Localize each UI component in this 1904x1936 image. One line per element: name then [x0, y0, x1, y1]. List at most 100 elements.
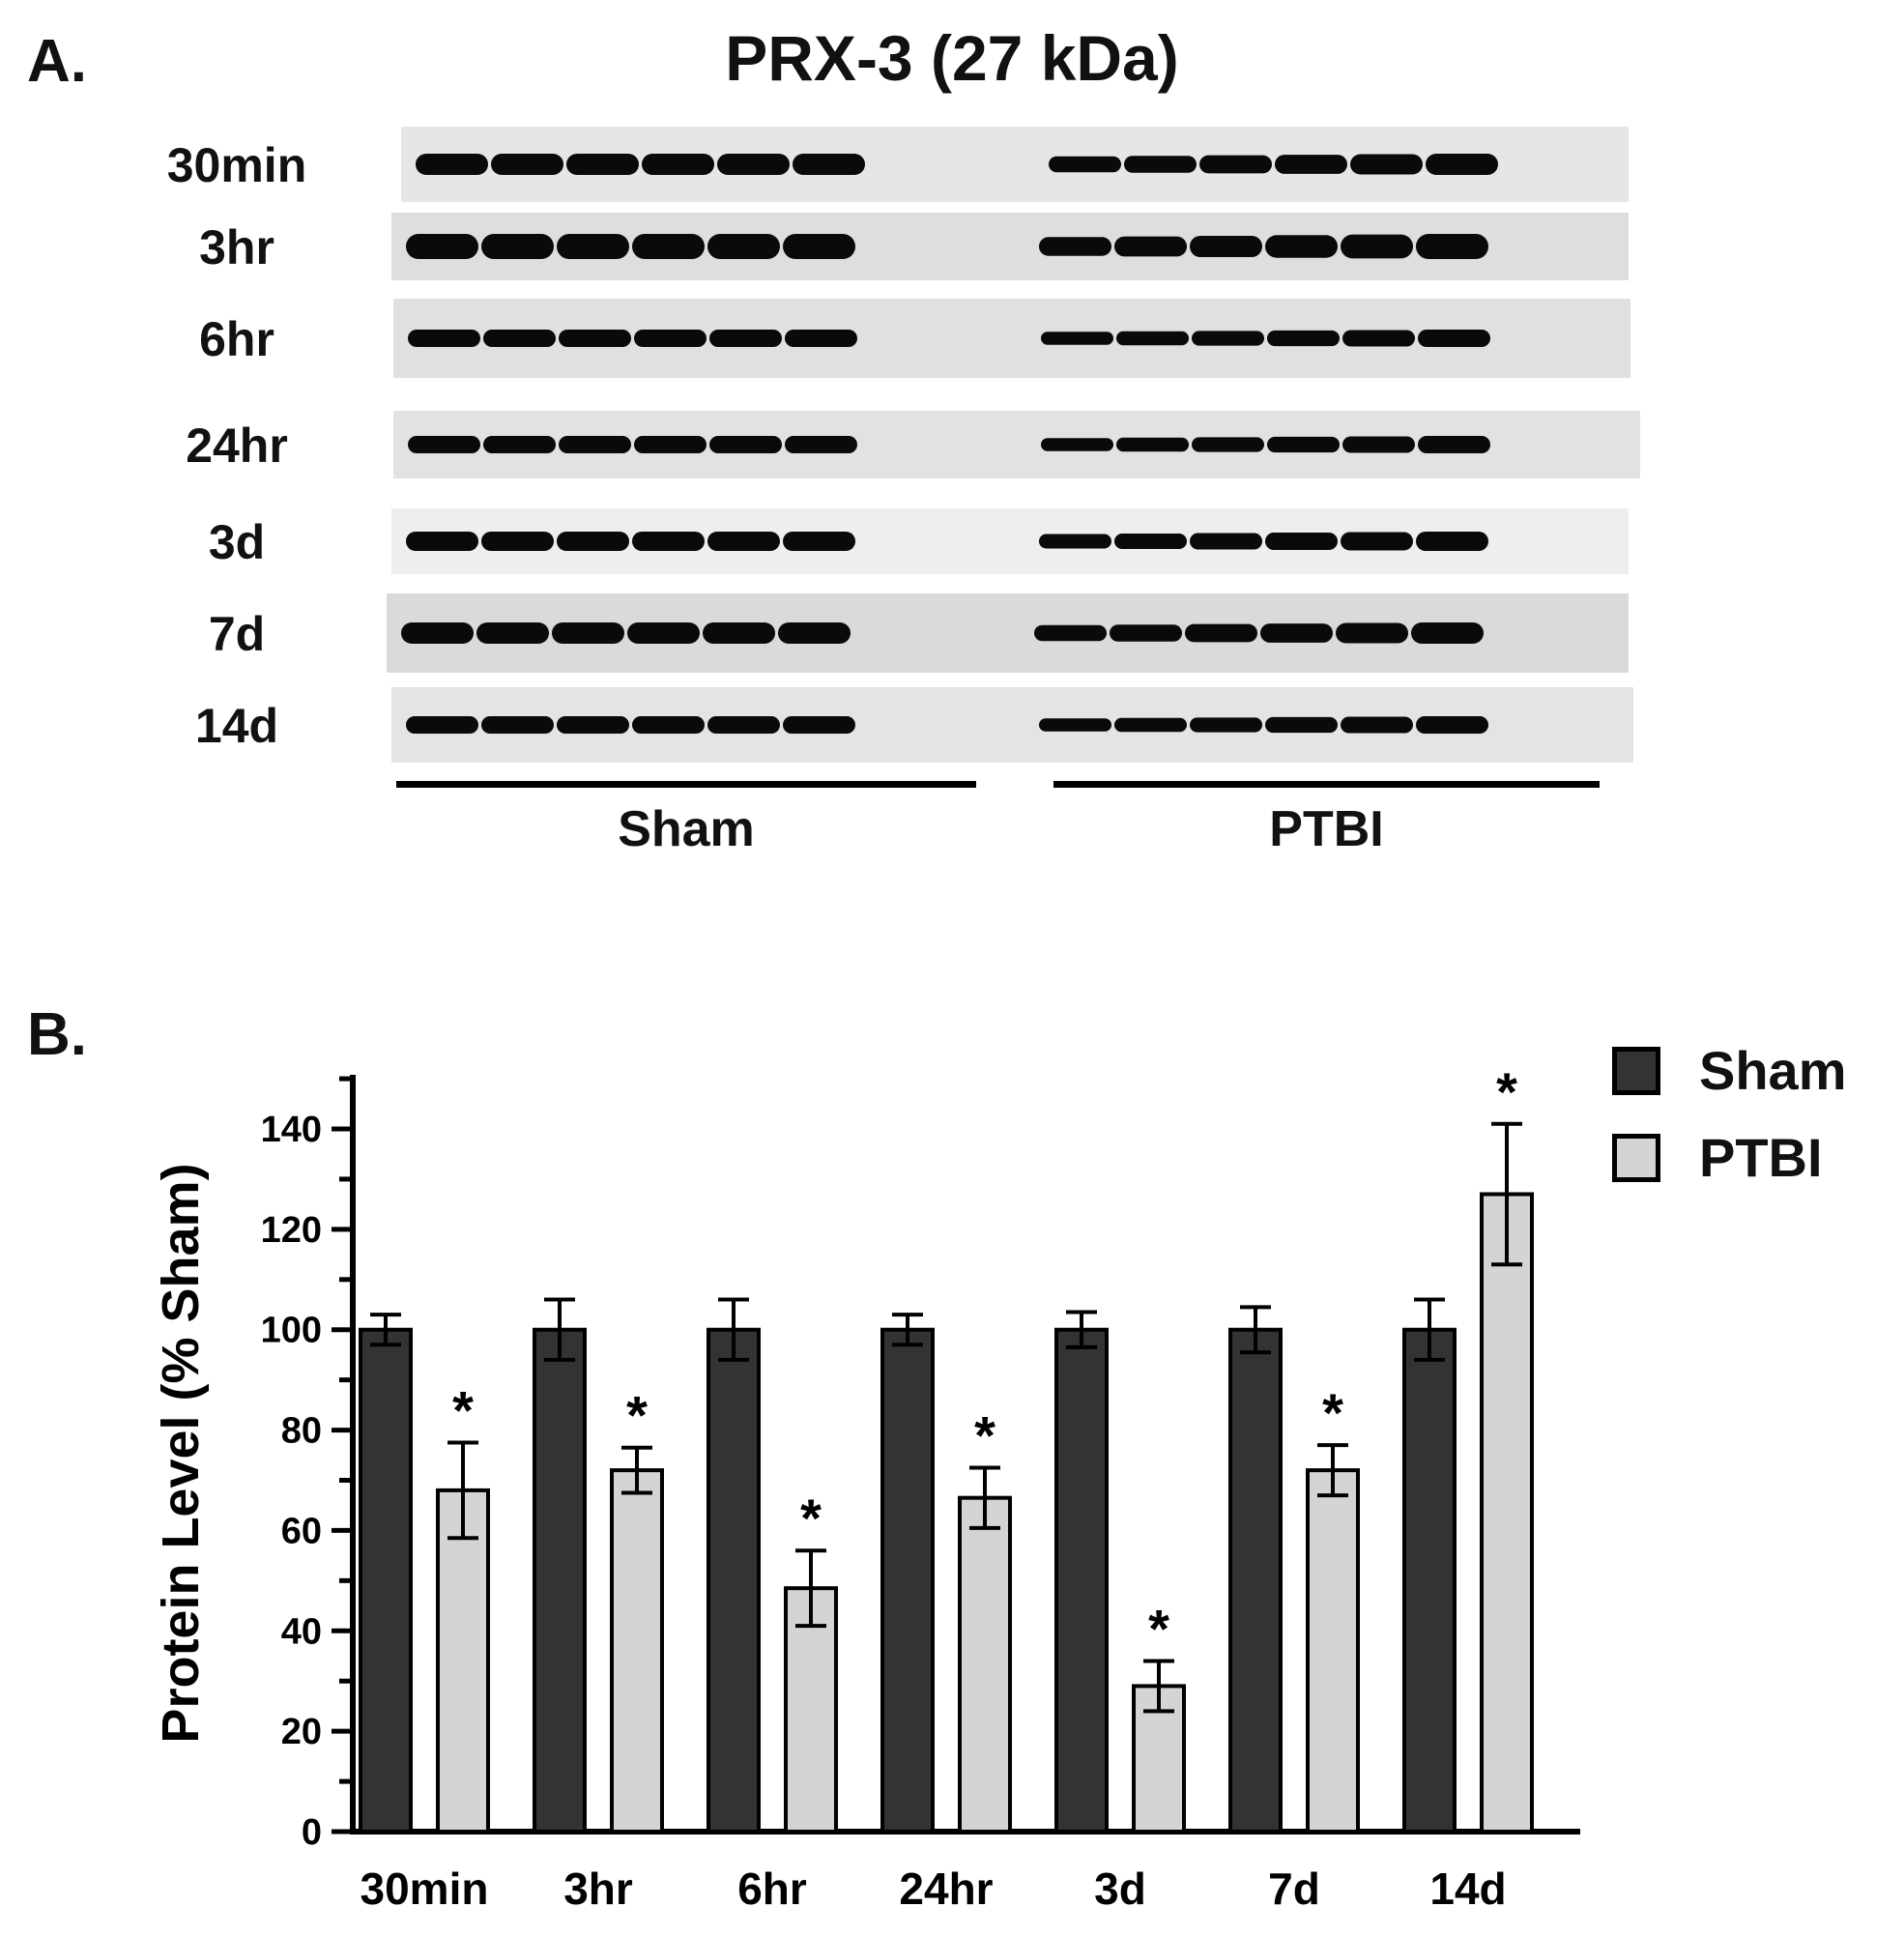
significance-marker: *: [800, 1488, 822, 1548]
blot-band: [1426, 154, 1498, 175]
significance-marker: *: [1322, 1382, 1343, 1443]
legend-label-sham: Sham: [1699, 1040, 1847, 1101]
blot-band: [1114, 717, 1187, 733]
blot-band: [1199, 155, 1272, 174]
blot-band: [491, 154, 563, 175]
blot-band: [707, 532, 780, 551]
panel-a-label: A.: [27, 28, 87, 95]
blot-band: [557, 234, 629, 259]
x-tick-label: 14d: [1429, 1864, 1506, 1914]
bar-sham-3hr: [533, 1327, 587, 1834]
blot-band: [559, 436, 631, 453]
blot-band: [1267, 436, 1340, 453]
y-tick-label: 40: [281, 1611, 322, 1652]
blot-band: [1124, 156, 1197, 173]
legend-label-ptbi: PTBI: [1699, 1127, 1823, 1188]
blot-band: [1342, 330, 1415, 347]
blot-band: [1041, 332, 1113, 345]
blot-strip-30min: [401, 127, 1629, 202]
blot-band: [1416, 716, 1488, 734]
y-tick-label: 100: [261, 1311, 322, 1351]
blot-band: [1265, 533, 1338, 550]
bar-sham-30min: [359, 1327, 413, 1834]
blot-row-label-3d: 3d: [208, 515, 266, 569]
panel-b-label: B.: [27, 1001, 87, 1068]
blot-band: [778, 622, 851, 644]
bar-sham-3d: [1054, 1327, 1109, 1834]
blot-band: [1034, 624, 1107, 642]
blot-band: [707, 716, 780, 734]
y-tick-label: 60: [281, 1511, 322, 1551]
x-tick-label: 3d: [1094, 1864, 1146, 1914]
blot-strip-3hr: [391, 213, 1629, 280]
blot-band: [408, 330, 480, 347]
blot-band: [1190, 533, 1262, 550]
bar-ptbi-3hr: [610, 1468, 664, 1834]
blot-band: [703, 622, 775, 644]
blot-band: [1192, 437, 1264, 452]
blot-strip-24hr: [393, 411, 1640, 478]
x-tick-label: 24hr: [899, 1864, 993, 1914]
blot-band: [483, 330, 556, 347]
blot-band: [1114, 534, 1187, 549]
bar-ptbi-14d: [1480, 1192, 1534, 1834]
x-tick-label: 7d: [1268, 1864, 1320, 1914]
blot-row-label-7d: 7d: [208, 607, 266, 661]
blot-band: [1039, 718, 1111, 732]
blot-band: [1116, 331, 1189, 346]
blot-band: [481, 716, 554, 734]
blot-band: [416, 154, 488, 175]
blot-band: [557, 532, 629, 551]
blot-band: [557, 716, 629, 734]
blot-band: [1341, 532, 1413, 551]
bar-sham-6hr: [707, 1327, 761, 1834]
blot-band: [1418, 436, 1490, 453]
sham-group-line: [396, 781, 976, 788]
bar-ptbi-24hr: [958, 1495, 1012, 1834]
blot-band: [1265, 235, 1338, 258]
blot-band: [1192, 331, 1264, 346]
bar-ptbi-7d: [1306, 1468, 1360, 1834]
blot-band: [783, 532, 855, 551]
blot-row-label-3hr: 3hr: [199, 220, 274, 275]
blot-band: [406, 716, 478, 734]
blot-band: [634, 436, 707, 453]
blot-band: [1110, 624, 1182, 642]
blot-band: [1039, 534, 1111, 549]
blot-band: [1336, 622, 1408, 644]
blot-band: [627, 622, 700, 644]
blot-strip-7d: [387, 593, 1629, 673]
bar-sham-7d: [1228, 1327, 1283, 1834]
y-tick-label: 0: [302, 1812, 322, 1853]
blot-band: [632, 532, 705, 551]
blot-band: [408, 436, 480, 453]
ptbi-group-line: [1053, 781, 1600, 788]
blot-band: [632, 716, 705, 734]
x-tick-label: 30min: [361, 1864, 489, 1914]
x-tick-label: 6hr: [737, 1864, 807, 1914]
blot-band: [709, 330, 782, 347]
sham-group-label: Sham: [618, 801, 755, 857]
blot-band: [717, 154, 790, 175]
blot-band: [552, 622, 624, 644]
blot-band: [642, 154, 714, 175]
legend-swatch-ptbi: [1612, 1133, 1660, 1182]
blot-band: [709, 436, 782, 453]
blot-band: [1185, 623, 1257, 643]
blot-band: [401, 622, 474, 644]
blot-band: [1267, 330, 1340, 347]
blot-band: [1260, 623, 1333, 643]
blot-strip-14d: [391, 687, 1633, 763]
blot-band: [785, 436, 857, 453]
blot-row-label-30min: 30min: [166, 138, 307, 192]
blot-band: [483, 436, 556, 453]
significance-marker: *: [1148, 1598, 1169, 1659]
blot-band: [785, 330, 857, 347]
blot-band: [481, 234, 554, 259]
significance-marker: *: [1496, 1061, 1517, 1122]
blot-band: [406, 234, 478, 259]
blot-strip-3d: [391, 508, 1629, 574]
blot-band: [1265, 716, 1338, 734]
blot-row-label-14d: 14d: [194, 699, 279, 753]
blot-band: [559, 330, 631, 347]
